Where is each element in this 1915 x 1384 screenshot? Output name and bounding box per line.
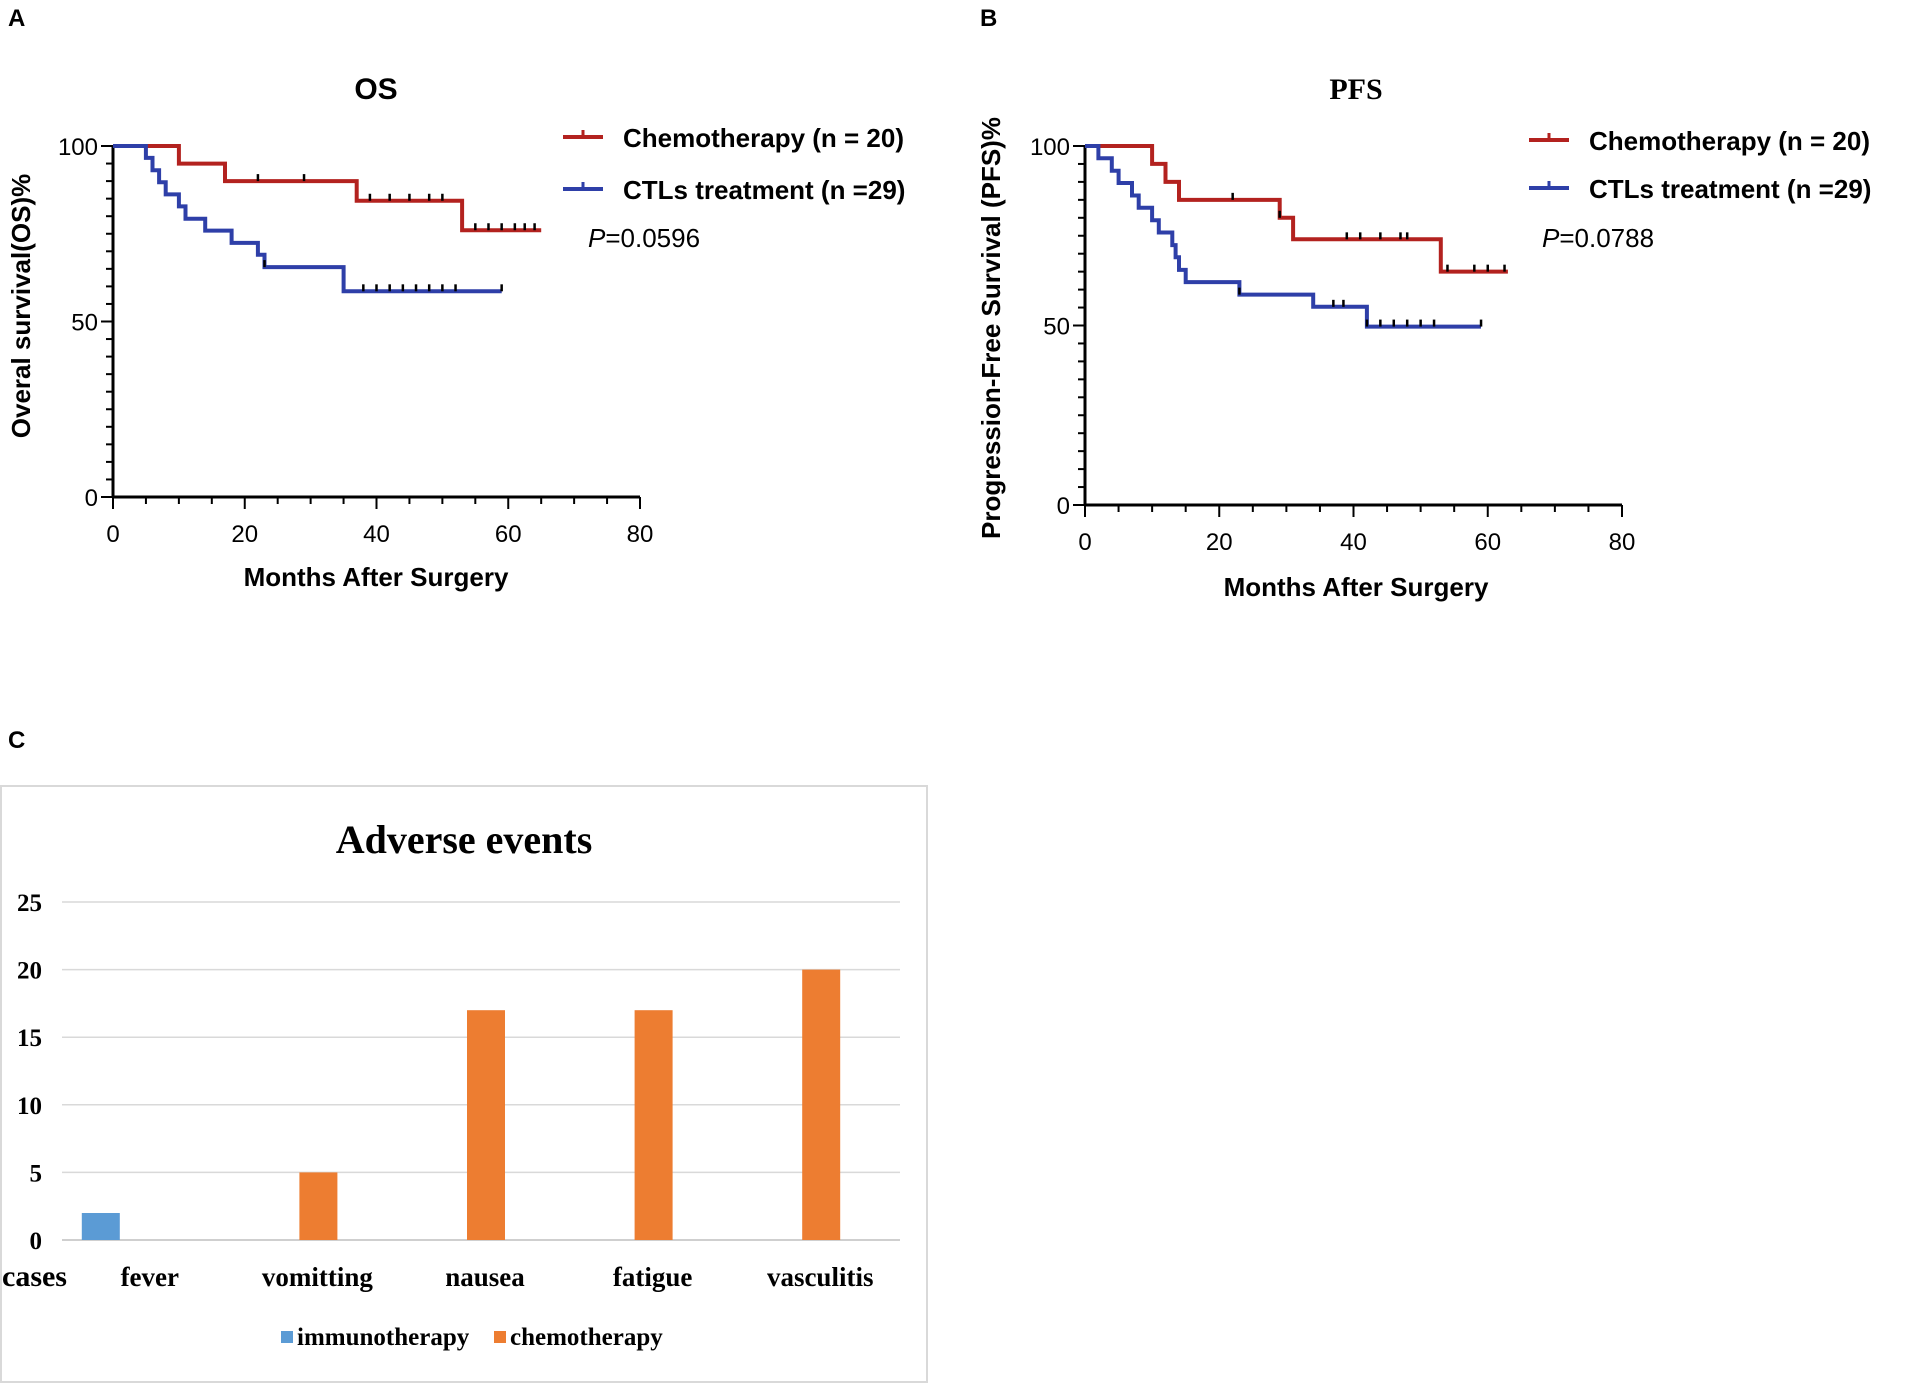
pfs-legend-ctls: CTLs treatment (n =29): [1589, 174, 1871, 204]
os-x-tick-label: 80: [627, 521, 654, 548]
pfs-x-tick-label: 0: [1078, 529, 1091, 556]
legend-chemotherapy-swatch: [494, 1331, 506, 1343]
pfs-x-tick-label: 60: [1474, 529, 1501, 556]
adverse-events-frame: [0, 785, 928, 1383]
adverse-events-category-nausea: nausea: [445, 1262, 525, 1292]
pfs-x-axis-label: Months After Surgery: [1224, 572, 1489, 602]
os-curves: [113, 144, 542, 294]
adverse-events-y-tick-label: 10: [17, 1093, 42, 1120]
os-x-tick-label: 60: [495, 521, 522, 548]
pfs-y-axis-label: Progression-Free Survival (PFS)%: [976, 117, 1006, 539]
bar-chemotherapy-nausea: [467, 1010, 505, 1240]
pfs-x-tick-label: 40: [1340, 529, 1367, 556]
pfs-title: PFS: [1329, 73, 1382, 106]
legend-immunotherapy-swatch: [281, 1331, 293, 1343]
os-p-value: P=0.0596: [588, 223, 700, 253]
os-legend-ctls: CTLs treatment (n =29): [623, 175, 905, 205]
os-y-axis-label: Overal survival(OS)%: [6, 174, 36, 438]
pfs-curve-chemotherapy: [1085, 144, 1508, 274]
adverse-events-y-tick-label: 25: [17, 890, 42, 917]
os-axes: 0 20 40 60 80 0 50 100: [58, 134, 653, 548]
os-y-tick-label: 0: [85, 485, 98, 512]
os-x-axis-label: Months After Surgery: [244, 562, 509, 592]
adverse-events-y-tick-label: 0: [30, 1228, 43, 1255]
adverse-events-bars: [81, 969, 841, 1240]
panel-letter-c: C: [8, 727, 25, 754]
adverse-events-category-vasculitis: vasculitis: [767, 1262, 874, 1292]
pfs-axes: 0 20 40 60 80 0 50 100: [1030, 134, 1635, 556]
panel-letter-a: A: [8, 5, 25, 32]
pfs-x-tick-label: 20: [1206, 529, 1233, 556]
legend-immunotherapy: immunotherapy: [297, 1324, 470, 1351]
pfs-legend-chemotherapy: Chemotherapy (n = 20): [1589, 126, 1870, 156]
adverse-events-y-tick-label: 5: [30, 1160, 43, 1187]
bar-chemotherapy-fatigue: [634, 1010, 673, 1240]
os-curve-ctls: [113, 144, 502, 294]
adverse-events-y-axis-label: cases: [2, 1260, 67, 1293]
legend-chemotherapy: chemotherapy: [510, 1324, 663, 1351]
os-y-tick-label: 100: [58, 134, 98, 161]
os-y-tick-label: 50: [71, 310, 98, 337]
adverse-events-categories: fever vomitting nausea fatigue vasculitis: [121, 1262, 874, 1292]
pfs-p-value: P=0.0788: [1542, 223, 1654, 253]
adverse-events-y-ticks: 0 5 10 15 20 25: [17, 890, 42, 1255]
os-chart: OS Overal survival(OS)% Months After Sur…: [6, 73, 905, 592]
adverse-events-title: Adverse events: [336, 817, 593, 862]
pfs-y-tick-label: 100: [1030, 134, 1070, 161]
os-legend-chemotherapy: Chemotherapy (n = 20): [623, 123, 904, 153]
adverse-events-category-fatigue: fatigue: [613, 1262, 693, 1292]
adverse-events-y-tick-label: 20: [17, 958, 42, 985]
os-title: OS: [354, 73, 397, 106]
pfs-chart: PFS Progression-Free Survival (PFS)% Mon…: [976, 73, 1871, 602]
os-x-tick-label: 20: [231, 521, 258, 548]
bar-chemotherapy-vomitting: [299, 1172, 338, 1240]
os-x-tick-label: 40: [363, 521, 390, 548]
pfs-curves: [1085, 144, 1508, 329]
adverse-events-category-vomitting: vomitting: [262, 1262, 373, 1292]
adverse-events-y-tick-label: 15: [17, 1025, 42, 1052]
adverse-events-category-fever: fever: [121, 1262, 179, 1292]
adverse-events-chart: Adverse events 0 5 10 15 20 25 fever vomitting…: [0, 785, 928, 1383]
os-x-tick-label: 0: [106, 521, 119, 548]
pfs-y-tick-label: 0: [1057, 493, 1070, 520]
bar-chemotherapy-vasculitis: [802, 969, 841, 1240]
bar-immunotherapy-fever: [81, 1213, 120, 1240]
pfs-curve-ctls: [1085, 144, 1481, 329]
pfs-x-tick-label: 80: [1609, 529, 1636, 556]
panel-letter-b: B: [980, 5, 997, 32]
os-curve-chemotherapy: [113, 144, 542, 233]
pfs-y-tick-label: 50: [1043, 314, 1070, 341]
